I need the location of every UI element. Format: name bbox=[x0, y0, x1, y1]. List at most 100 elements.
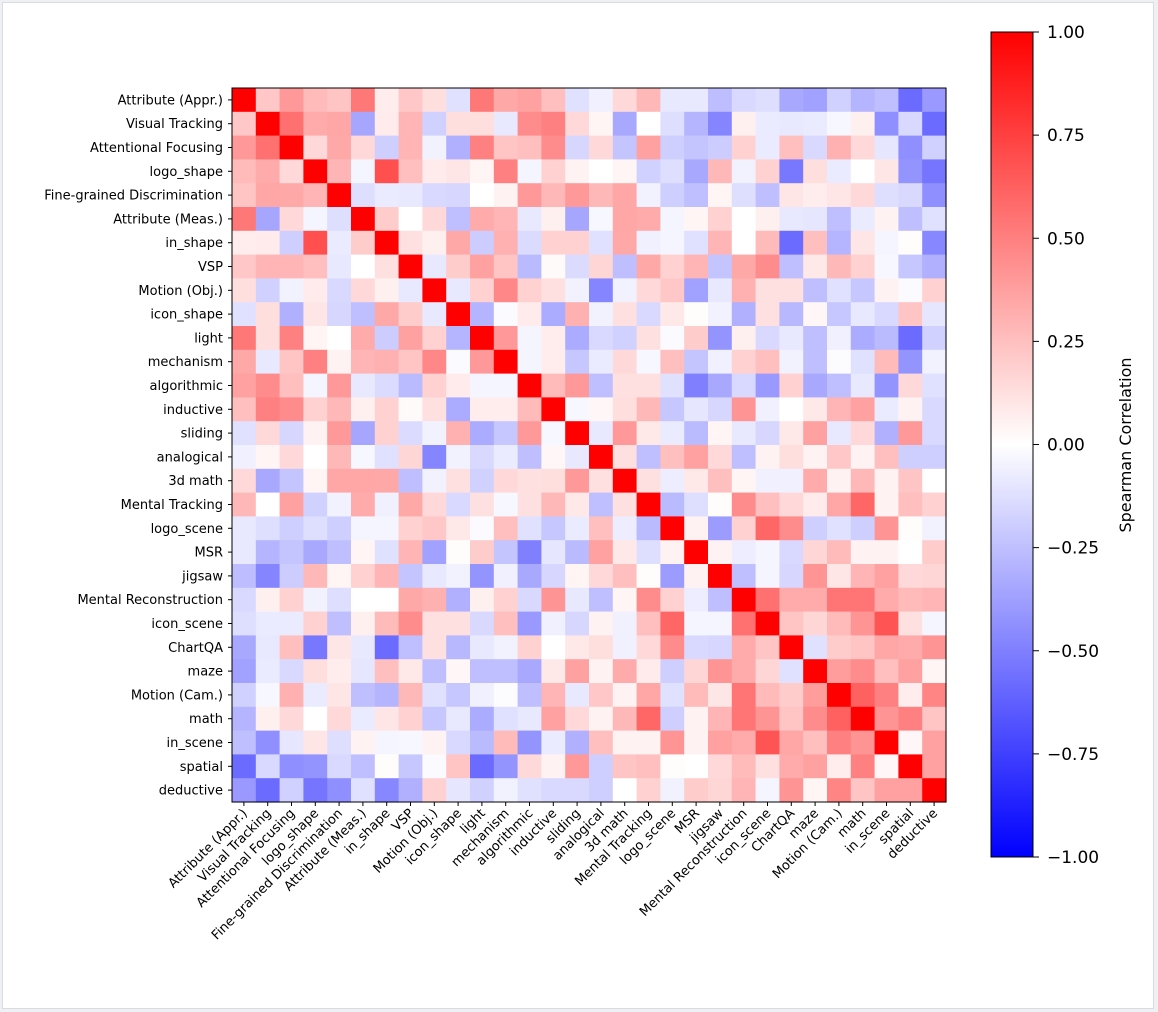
heatmap-cell bbox=[660, 88, 685, 113]
heatmap-cell bbox=[708, 659, 733, 684]
heatmap-cell bbox=[612, 587, 638, 613]
heatmap-cell bbox=[850, 468, 876, 494]
y-tick-label: Mental Tracking bbox=[121, 498, 223, 513]
heatmap-cell bbox=[422, 302, 447, 327]
heatmap-cell bbox=[636, 373, 661, 398]
heatmap-cell bbox=[922, 683, 947, 708]
heatmap-cell bbox=[922, 349, 947, 375]
heatmap-cell bbox=[779, 207, 804, 232]
heatmap-cell bbox=[517, 706, 542, 732]
heatmap-cell bbox=[827, 111, 852, 137]
heatmap-cell bbox=[279, 326, 304, 351]
heatmap-cell bbox=[232, 397, 257, 422]
heatmap-cell bbox=[898, 564, 923, 589]
heatmap-cell bbox=[708, 468, 733, 494]
heatmap-cell bbox=[660, 540, 685, 565]
heatmap-cell bbox=[874, 159, 899, 184]
heatmap-cell bbox=[731, 778, 757, 803]
heatmap-cell bbox=[731, 611, 757, 636]
heatmap-cell bbox=[898, 302, 923, 327]
heatmap-cell bbox=[660, 159, 685, 184]
heatmap-cell bbox=[779, 373, 804, 398]
heatmap-cell bbox=[589, 778, 614, 803]
heatmap-cell bbox=[303, 706, 328, 732]
heatmap-cell bbox=[351, 587, 376, 613]
heatmap-cell bbox=[422, 326, 447, 351]
heatmap-cell bbox=[850, 754, 876, 779]
heatmap-cell bbox=[541, 135, 566, 160]
heatmap-cell bbox=[803, 397, 828, 422]
heatmap-cell bbox=[493, 730, 519, 755]
heatmap-cell bbox=[327, 492, 352, 517]
heatmap-cell bbox=[922, 445, 947, 470]
heatmap-cell bbox=[636, 611, 661, 636]
heatmap-cell bbox=[755, 564, 780, 589]
heatmap-cell bbox=[374, 230, 400, 256]
heatmap-cell bbox=[303, 349, 328, 375]
y-tick-label: math bbox=[189, 712, 223, 727]
y-tick-label: in_scene bbox=[166, 736, 223, 751]
heatmap-cell bbox=[470, 278, 495, 303]
y-tick-label: Visual Tracking bbox=[126, 117, 223, 132]
heatmap-cell bbox=[303, 397, 328, 422]
heatmap-cell bbox=[827, 635, 852, 660]
heatmap-cell bbox=[493, 183, 519, 208]
heatmap-cell bbox=[803, 326, 828, 351]
heatmap-cell bbox=[589, 730, 614, 755]
heatmap-cell bbox=[755, 754, 780, 779]
heatmap-cell bbox=[803, 302, 828, 327]
heatmap-cell bbox=[398, 159, 423, 184]
heatmap-cell bbox=[827, 397, 852, 422]
heatmap-cell bbox=[255, 397, 281, 422]
heatmap-cell bbox=[898, 88, 923, 113]
heatmap-cell bbox=[827, 326, 852, 351]
heatmap-cell bbox=[374, 349, 400, 375]
heatmap-cell bbox=[850, 540, 876, 565]
colorbar-tick-label: −0.75 bbox=[1047, 745, 1099, 765]
heatmap-cell bbox=[755, 445, 780, 470]
heatmap-cell bbox=[493, 302, 519, 327]
heatmap-cell bbox=[803, 468, 828, 494]
heatmap-cell bbox=[232, 373, 257, 398]
y-tick-label: analogical bbox=[157, 450, 223, 465]
heatmap-cell bbox=[422, 659, 447, 684]
heatmap-cell bbox=[303, 468, 328, 494]
heatmap-cell bbox=[422, 468, 447, 494]
heatmap-cell bbox=[493, 492, 519, 517]
heatmap-cell bbox=[589, 111, 614, 137]
heatmap-cell bbox=[731, 706, 757, 732]
heatmap-cell bbox=[517, 659, 542, 684]
heatmap-cell bbox=[874, 706, 899, 732]
heatmap-cell bbox=[517, 754, 542, 779]
heatmap-cell bbox=[303, 754, 328, 779]
heatmap-cell bbox=[398, 659, 423, 684]
heatmap-cell bbox=[850, 611, 876, 636]
heatmap-cell bbox=[731, 445, 757, 470]
heatmap-cell bbox=[755, 516, 780, 541]
heatmap-cell bbox=[446, 230, 471, 256]
heatmap-cell bbox=[303, 659, 328, 684]
heatmap-cell bbox=[874, 492, 899, 517]
heatmap-cell bbox=[636, 445, 661, 470]
heatmap-cell bbox=[874, 754, 899, 779]
heatmap-cell bbox=[565, 278, 590, 303]
heatmap-cell bbox=[612, 421, 638, 446]
heatmap-cell bbox=[279, 611, 304, 636]
heatmap-cell bbox=[232, 587, 257, 613]
heatmap-cell bbox=[327, 88, 352, 113]
heatmap-cell bbox=[874, 587, 899, 613]
heatmap-cell bbox=[755, 492, 780, 517]
heatmap-cell bbox=[517, 564, 542, 589]
heatmap-cell bbox=[398, 564, 423, 589]
heatmap-cell bbox=[684, 659, 709, 684]
heatmap-cell bbox=[541, 326, 566, 351]
heatmap-cell bbox=[731, 492, 757, 517]
heatmap-cell bbox=[636, 730, 661, 755]
heatmap-cell bbox=[898, 706, 923, 732]
heatmap-cell bbox=[827, 135, 852, 160]
heatmap-cell bbox=[850, 88, 876, 113]
heatmap-cell bbox=[517, 278, 542, 303]
heatmap-cell bbox=[232, 540, 257, 565]
heatmap-cell bbox=[589, 683, 614, 708]
